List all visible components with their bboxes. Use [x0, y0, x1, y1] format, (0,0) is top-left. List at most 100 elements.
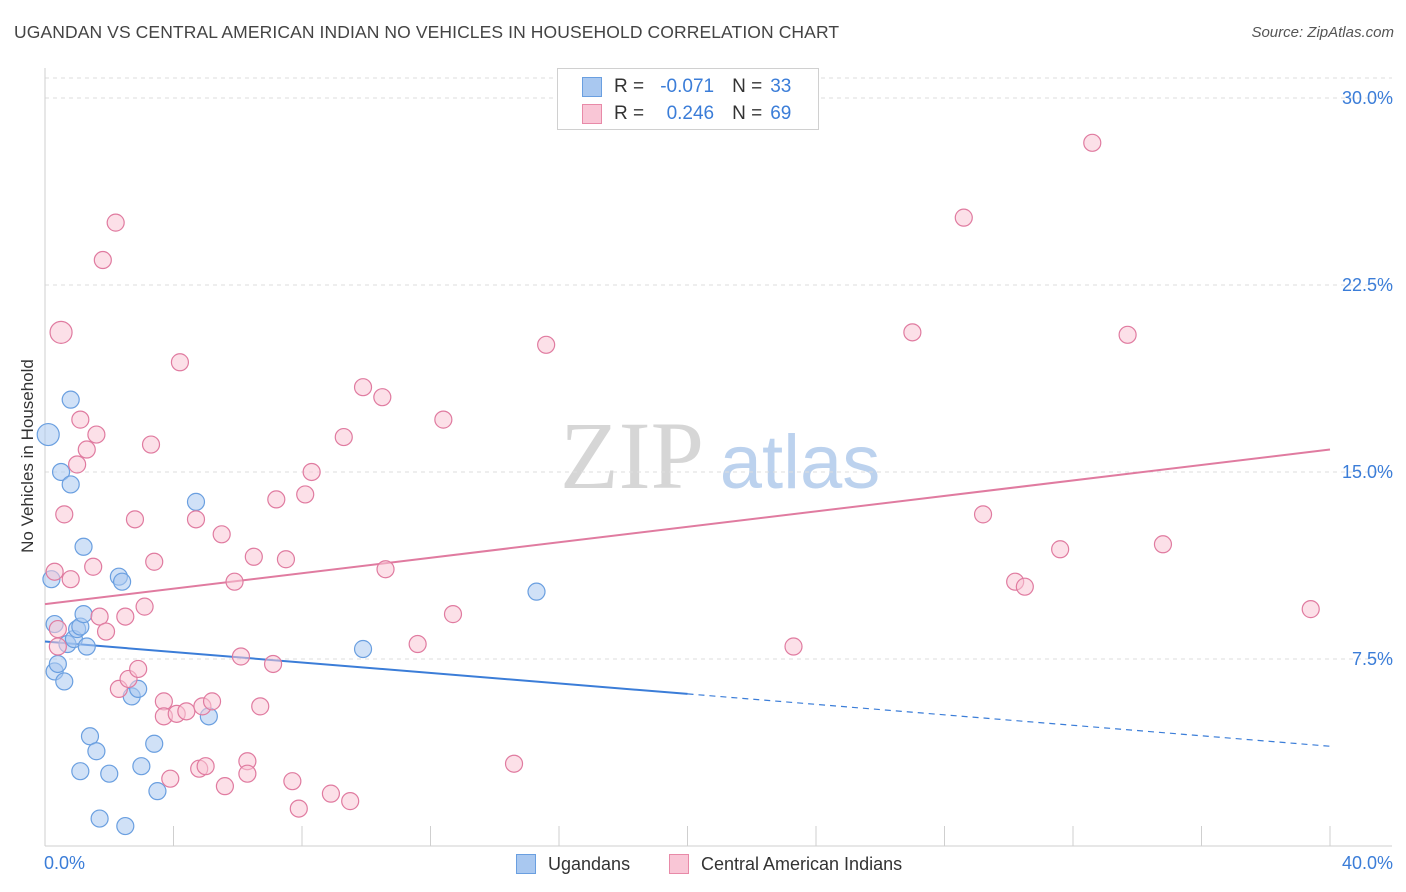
gridlines	[45, 77, 1392, 660]
data-point	[112, 572, 132, 591]
legend-swatch-central-american-indians	[582, 104, 602, 124]
watermark-atlas: atlas	[720, 420, 881, 505]
chart-title: UGANDAN VS CENTRAL AMERICAN INDIAN NO VE…	[14, 22, 840, 42]
data-point	[80, 727, 100, 746]
data-point	[36, 422, 60, 447]
data-point	[1083, 133, 1102, 152]
data-point	[48, 619, 67, 639]
data-point	[55, 672, 74, 691]
bottom-legend-label: Central American Indians	[701, 853, 903, 874]
bottom-legend-label: Ugandans	[548, 853, 631, 874]
legend-swatch-ugandans	[582, 77, 602, 97]
series-central-american-indians	[45, 133, 1320, 818]
data-point	[784, 637, 803, 656]
data-point	[77, 637, 96, 656]
data-point	[954, 208, 973, 227]
data-point	[71, 762, 90, 781]
data-point	[353, 378, 373, 397]
data-point	[443, 605, 463, 624]
data-point	[296, 485, 315, 504]
data-point	[74, 605, 93, 624]
data-point	[186, 492, 206, 511]
data-point	[244, 547, 263, 566]
data-point	[116, 816, 135, 836]
data-point	[96, 622, 116, 641]
data-point	[74, 537, 93, 556]
data-point	[170, 353, 190, 372]
trend-lines	[44, 448, 1331, 747]
data-point	[196, 757, 215, 776]
source-label: Source: ZipAtlas.com	[1251, 24, 1394, 41]
legend-row-ugandans: R = -0.071 N = 33	[582, 74, 791, 100]
data-points	[36, 133, 1320, 836]
bottom-legend-ugandans[interactable]: Ugandans	[516, 852, 630, 876]
data-point	[212, 525, 231, 544]
data-point	[125, 510, 145, 529]
trend-line-central-american-indians	[44, 448, 1331, 606]
data-point	[148, 782, 167, 801]
x-tick-label: 40.0%	[1342, 853, 1393, 873]
n-value: 33	[770, 76, 792, 97]
data-point	[116, 607, 135, 626]
data-point	[1015, 577, 1034, 596]
trend-line-ugandans-extrapolated	[687, 693, 1331, 747]
bottom-legend-central-american-indians[interactable]: Central American Indians	[669, 852, 902, 876]
data-point	[215, 777, 234, 796]
data-point	[321, 784, 341, 803]
data-point	[51, 462, 71, 482]
data-point	[145, 734, 164, 753]
data-point	[49, 320, 73, 344]
data-point	[90, 809, 109, 828]
data-point	[100, 764, 119, 783]
data-point	[202, 692, 222, 711]
data-point	[145, 552, 164, 571]
data-point	[1118, 325, 1137, 344]
data-point	[434, 410, 453, 429]
tick-labels: 7.5% 15.0% 22.5% 30.0% 0.0% 40.0%	[44, 88, 1393, 873]
data-point	[283, 772, 302, 791]
data-point	[48, 637, 67, 656]
stats-legend: R = -0.071 N = 33 R = 0.246 N = 69	[557, 68, 819, 130]
r-label: R =	[614, 103, 645, 124]
data-point	[106, 213, 125, 232]
data-point	[61, 390, 80, 409]
series-ugandans	[36, 390, 546, 836]
bottom-swatch-central-american-indians	[669, 854, 689, 874]
y-tick-label: 30.0%	[1342, 88, 1393, 108]
data-point	[1153, 535, 1173, 554]
n-label: N =	[732, 76, 763, 97]
data-point	[71, 410, 90, 429]
data-point	[87, 425, 106, 444]
r-label: R =	[614, 76, 645, 97]
data-point	[289, 799, 308, 818]
data-point	[276, 550, 296, 569]
data-point	[334, 427, 353, 447]
data-point	[135, 597, 154, 616]
data-point	[302, 462, 321, 482]
y-tick-label: 15.0%	[1342, 462, 1393, 482]
data-point	[1051, 540, 1070, 559]
data-point	[90, 607, 109, 626]
data-point	[341, 792, 360, 811]
data-point	[77, 440, 96, 459]
data-point	[1301, 600, 1320, 619]
data-point	[45, 562, 64, 581]
data-point	[903, 323, 922, 342]
y-tick-label: 7.5%	[1352, 649, 1393, 669]
data-point	[161, 769, 180, 788]
data-point	[231, 647, 251, 666]
data-point	[61, 570, 80, 589]
data-point	[373, 388, 392, 407]
data-point	[48, 654, 67, 674]
data-point	[527, 582, 546, 601]
data-point	[61, 475, 80, 494]
data-point	[504, 754, 524, 773]
r-value: 0.246	[666, 103, 715, 124]
data-point	[408, 634, 427, 654]
x-tick-label: 0.0%	[44, 853, 85, 873]
axes	[44, 68, 1392, 847]
data-point	[84, 557, 103, 576]
data-point	[376, 560, 395, 579]
data-point	[177, 702, 196, 721]
